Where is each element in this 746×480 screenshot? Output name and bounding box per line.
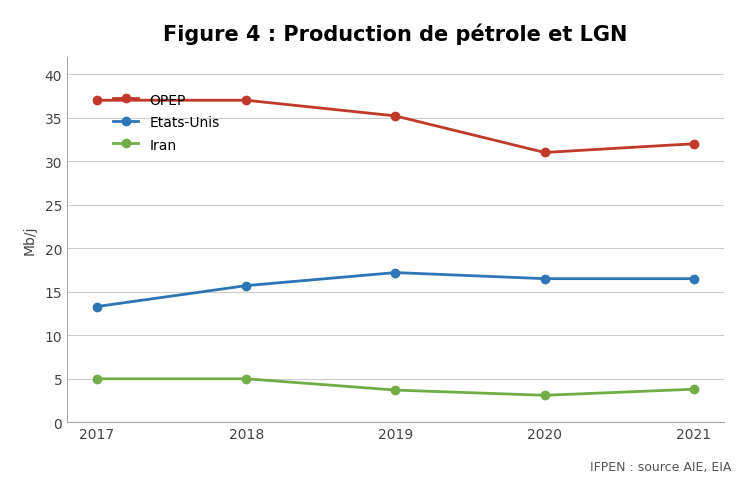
Line: OPEP: OPEP	[93, 97, 698, 157]
Etats-Unis	[540, 276, 549, 282]
Y-axis label: Mb/j: Mb/j	[22, 225, 37, 255]
OPEP	[391, 114, 400, 120]
Iran	[540, 393, 549, 398]
OPEP	[540, 150, 549, 156]
OPEP	[93, 98, 101, 104]
Title: Figure 4 : Production de pétrole et LGN: Figure 4 : Production de pétrole et LGN	[163, 24, 627, 45]
Legend: OPEP, Etats-Unis, Iran: OPEP, Etats-Unis, Iran	[113, 94, 220, 152]
Iran	[93, 376, 101, 382]
OPEP	[242, 98, 251, 104]
Etats-Unis	[93, 304, 101, 310]
Text: IFPEN : source AIE, EIA: IFPEN : source AIE, EIA	[589, 460, 731, 473]
Line: Etats-Unis: Etats-Unis	[93, 269, 698, 311]
Iran	[242, 376, 251, 382]
Iran	[689, 386, 698, 392]
Etats-Unis	[689, 276, 698, 282]
Etats-Unis	[242, 283, 251, 289]
Iran	[391, 387, 400, 393]
Etats-Unis	[391, 270, 400, 276]
OPEP	[689, 142, 698, 147]
Line: Iran: Iran	[93, 375, 698, 400]
